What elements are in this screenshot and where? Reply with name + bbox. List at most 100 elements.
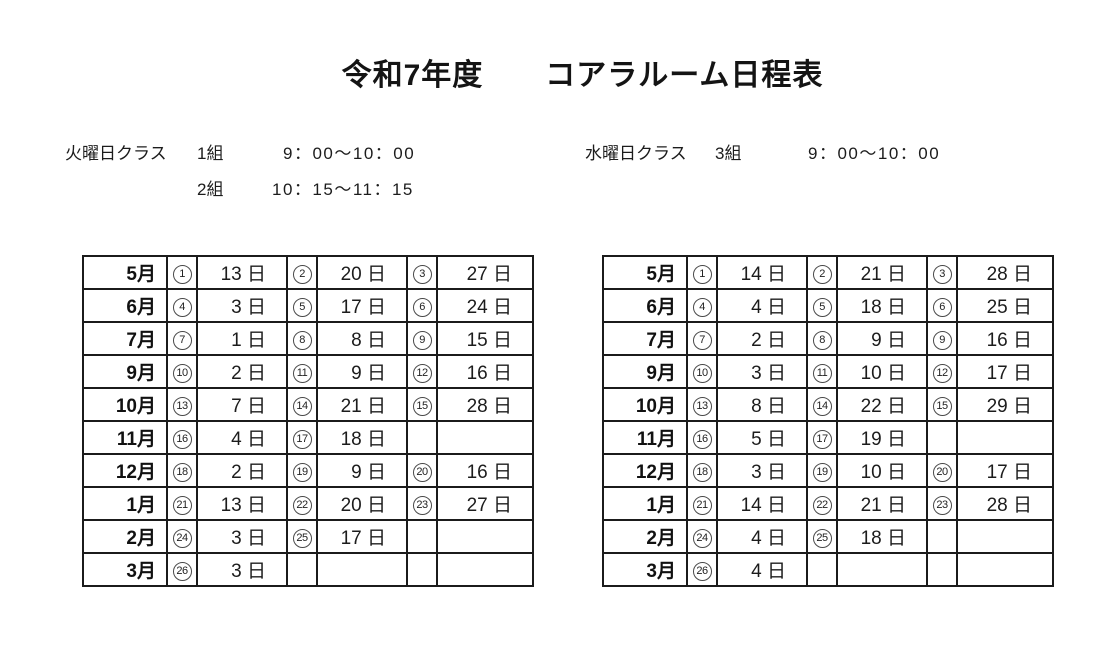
- date-cell: 2 日: [196, 354, 288, 389]
- schedule-row: 12月 18 2 日 19 9 日 20 16 日: [82, 453, 534, 488]
- circled-number-icon: 11: [292, 364, 312, 383]
- date-cell: 17 日: [316, 288, 408, 323]
- circled-number-icon: 10: [692, 364, 712, 383]
- circled-number-icon: 26: [692, 562, 712, 581]
- circled-number-icon: 4: [692, 298, 712, 317]
- session-number-cell: 3: [926, 255, 958, 290]
- schedule-row: 3月 26 3 日: [82, 552, 534, 587]
- month-cell: 6月: [602, 288, 688, 323]
- month-cell: 10月: [82, 387, 168, 422]
- date-cell: 20 日: [316, 486, 408, 521]
- circled-number-icon: 12: [412, 364, 432, 383]
- date-cell: 2 日: [716, 321, 808, 356]
- session-number-cell: 25: [806, 519, 838, 554]
- date-cell: 4 日: [196, 420, 288, 455]
- session-number-cell: 12: [406, 354, 438, 389]
- circled-number-icon: 18: [172, 463, 192, 482]
- date-cell: [836, 552, 928, 587]
- circled-number-icon: 5: [292, 298, 312, 317]
- circled-number-icon: 23: [412, 496, 432, 515]
- month-cell: 5月: [602, 255, 688, 290]
- date-cell: 27 日: [436, 486, 534, 521]
- date-cell: 18 日: [836, 288, 928, 323]
- date-cell: 28 日: [956, 255, 1054, 290]
- session-number-cell: 24: [166, 519, 198, 554]
- date-cell: [956, 519, 1054, 554]
- document-title: 令和7年度 コアラルーム日程表: [341, 59, 824, 92]
- session-number-cell: 4: [686, 288, 718, 323]
- date-cell: 13 日: [196, 255, 288, 290]
- date-cell: 4 日: [716, 288, 808, 323]
- session-number-cell: 11: [806, 354, 838, 389]
- circled-number-icon: 25: [812, 529, 832, 548]
- session-number-cell: 15: [406, 387, 438, 422]
- circled-number-icon: 26: [172, 562, 192, 581]
- session-number-cell: 17: [806, 420, 838, 455]
- session-number-cell: 24: [686, 519, 718, 554]
- date-cell: 4 日: [716, 552, 808, 587]
- date-cell: 29 日: [956, 387, 1054, 422]
- date-cell: 3 日: [716, 453, 808, 488]
- session-number-cell: 1: [686, 255, 718, 290]
- month-cell: 6月: [82, 288, 168, 323]
- date-cell: 27 日: [436, 255, 534, 290]
- date-cell: [316, 552, 408, 587]
- circled-number-icon: 23: [932, 496, 952, 515]
- schedule-row: 10月 13 8 日 14 22 日 15 29 日: [602, 387, 1054, 422]
- session-number-cell: 23: [926, 486, 958, 521]
- circled-number-icon: 12: [932, 364, 952, 383]
- session-number-cell: 20: [406, 453, 438, 488]
- session-number-cell: 9: [406, 321, 438, 356]
- session-number-cell: 25: [286, 519, 318, 554]
- circled-number-icon: 6: [412, 298, 432, 317]
- date-cell: 9 日: [316, 453, 408, 488]
- month-cell: 7月: [82, 321, 168, 356]
- date-cell: 17 日: [956, 453, 1054, 488]
- session-number-cell: 10: [166, 354, 198, 389]
- session-number-cell: 7: [166, 321, 198, 356]
- date-cell: 20 日: [316, 255, 408, 290]
- session-number-cell: 2: [806, 255, 838, 290]
- circled-number-icon: 22: [292, 496, 312, 515]
- circled-number-icon: 8: [292, 331, 312, 350]
- date-cell: [956, 552, 1054, 587]
- circled-number-icon: 14: [292, 397, 312, 416]
- month-cell: 10月: [602, 387, 688, 422]
- circled-number-icon: 7: [692, 331, 712, 350]
- schedule-row: 5月 1 14 日 2 21 日 3 28 日: [602, 255, 1054, 290]
- circled-number-icon: 15: [932, 397, 952, 416]
- session-number-cell: [926, 519, 958, 554]
- session-number-cell: 16: [686, 420, 718, 455]
- session-number-cell: 3: [406, 255, 438, 290]
- month-cell: 9月: [82, 354, 168, 389]
- session-number-cell: 9: [926, 321, 958, 356]
- session-number-cell: 15: [926, 387, 958, 422]
- session-number-cell: 4: [166, 288, 198, 323]
- circled-number-icon: 7: [172, 331, 192, 350]
- date-cell: 3 日: [196, 519, 288, 554]
- circled-number-icon: 2: [812, 265, 832, 284]
- month-cell: 1月: [82, 486, 168, 521]
- session-number-cell: [926, 552, 958, 587]
- schedule-row: 9月 10 3 日 11 10 日 12 17 日: [602, 354, 1054, 389]
- session-number-cell: 6: [406, 288, 438, 323]
- circled-number-icon: 20: [932, 463, 952, 482]
- date-cell: [436, 420, 534, 455]
- date-cell: 9 日: [316, 354, 408, 389]
- schedule-row: 3月 26 4 日: [602, 552, 1054, 587]
- date-cell: 3 日: [196, 288, 288, 323]
- month-cell: 2月: [602, 519, 688, 554]
- circled-number-icon: 9: [932, 331, 952, 350]
- circled-number-icon: 17: [812, 430, 832, 449]
- date-cell: [436, 552, 534, 587]
- schedule-row: 12月 18 3 日 19 10 日 20 17 日: [602, 453, 1054, 488]
- circled-number-icon: 21: [172, 496, 192, 515]
- date-cell: 28 日: [956, 486, 1054, 521]
- circled-number-icon: 4: [172, 298, 192, 317]
- session-number-cell: [406, 552, 438, 587]
- date-cell: 28 日: [436, 387, 534, 422]
- circled-number-icon: 14: [812, 397, 832, 416]
